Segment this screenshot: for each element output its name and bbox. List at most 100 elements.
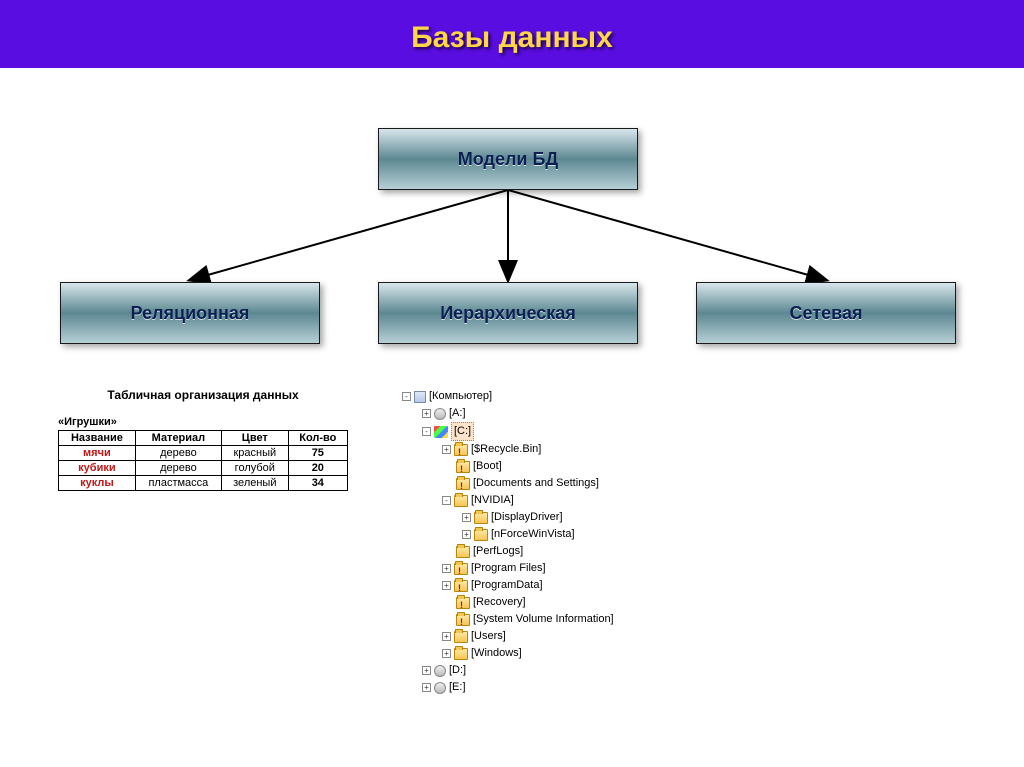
table-cell: 34 (288, 476, 347, 491)
folder-icon (474, 529, 488, 541)
tree-item: [System Volume Information] (388, 611, 688, 628)
disk-icon (434, 408, 446, 420)
alert-icon (456, 461, 470, 473)
tree-label: [Boot] (473, 458, 502, 475)
expander-icon[interactable]: + (462, 530, 471, 539)
folder-icon (474, 512, 488, 524)
tree-item: [Recovery] (388, 594, 688, 611)
table-cell: голубой (221, 461, 288, 476)
child-node-0: Реляционная (60, 282, 320, 344)
tree-label: [E:] (449, 679, 466, 696)
expander-icon[interactable]: - (442, 496, 451, 505)
table-title: Табличная организация данных (58, 388, 348, 402)
folder-icon (454, 631, 468, 643)
tree-item: + [DisplayDriver] (388, 509, 688, 526)
table-cell: дерево (135, 461, 221, 476)
alert-icon (454, 563, 468, 575)
expander-icon[interactable]: + (442, 649, 451, 658)
alert-icon (456, 478, 470, 490)
tree-label: [Компьютер] (429, 388, 492, 405)
hierarchy-diagram: Модели БД Реляционная Иерархическая Сетевая (0, 118, 1024, 418)
table-row: куклыпластмассазеленый34 (59, 476, 348, 491)
win-icon (434, 426, 448, 438)
tree-label: [Documents and Settings] (473, 475, 599, 492)
tree-label: [Recovery] (473, 594, 526, 611)
folder-icon (454, 648, 468, 660)
tree-label: [nForceWinVista] (491, 526, 575, 543)
expander-icon[interactable]: - (422, 427, 431, 436)
tree-label[interactable]: [C:] (451, 422, 474, 441)
table-row: мячидеревокрасный75 (59, 446, 348, 461)
table-header: Цвет (221, 431, 288, 446)
table-row: кубикидеревоголубой20 (59, 461, 348, 476)
child-node-1-label: Иерархическая (440, 303, 576, 324)
slide-title: Базы данных (411, 21, 613, 55)
alert-icon (456, 614, 470, 626)
tree-label: [Program Files] (471, 560, 546, 577)
tree-label: [NVIDIA] (471, 492, 514, 509)
table-cell: 20 (288, 461, 347, 476)
table-cell: зеленый (221, 476, 288, 491)
hierarchical-example: -[Компьютер]+[A:]-[C:]+[$Recycle.Bin][Bo… (388, 388, 688, 696)
tree-item: + [A:] (388, 405, 688, 422)
table-cell: мячи (59, 446, 136, 461)
tree-item: + [ProgramData] (388, 577, 688, 594)
alert-icon (454, 580, 468, 592)
tree-label: [System Volume Information] (473, 611, 614, 628)
expander-icon[interactable]: + (442, 581, 451, 590)
data-table: НазваниеМатериалЦветКол-во мячидеревокра… (58, 430, 348, 491)
tree-item: + [Users] (388, 628, 688, 645)
disk-icon (434, 682, 446, 694)
tree-item: + [Windows] (388, 645, 688, 662)
table-header: Материал (135, 431, 221, 446)
tree-label: [D:] (449, 662, 466, 679)
tree-label: [A:] (449, 405, 466, 422)
computer-icon (414, 391, 426, 403)
table-cell: кубики (59, 461, 136, 476)
tree-item: [PerfLogs] (388, 543, 688, 560)
tree-item: - [C:] (388, 422, 688, 441)
expander-icon[interactable]: + (422, 409, 431, 418)
table-cell: 75 (288, 446, 347, 461)
expander-icon[interactable]: + (442, 445, 451, 454)
tree-item: + [$Recycle.Bin] (388, 441, 688, 458)
tree-label: [$Recycle.Bin] (471, 441, 541, 458)
examples-row: Табличная организация данных «Игрушки» Н… (0, 388, 1024, 748)
tree-item: - [NVIDIA] (388, 492, 688, 509)
tree-item: + [Program Files] (388, 560, 688, 577)
folder-icon (454, 495, 468, 507)
child-node-2: Сетевая (696, 282, 956, 344)
child-node-0-label: Реляционная (131, 303, 250, 324)
expander-icon[interactable]: + (442, 564, 451, 573)
tree-label: [DisplayDriver] (491, 509, 563, 526)
alert-icon (456, 597, 470, 609)
alert-icon (454, 444, 468, 456)
tree-item: [Documents and Settings] (388, 475, 688, 492)
tree-item: [Boot] (388, 458, 688, 475)
expander-icon[interactable]: + (422, 666, 431, 675)
tree-item: + [E:] (388, 679, 688, 696)
root-node: Модели БД (378, 128, 638, 190)
tree-item: + [D:] (388, 662, 688, 679)
table-header: Название (59, 431, 136, 446)
folder-icon (456, 546, 470, 558)
tree-label: [ProgramData] (471, 577, 543, 594)
table-subtitle: «Игрушки» (58, 416, 348, 428)
table-cell: красный (221, 446, 288, 461)
tree-root: - [Компьютер] (388, 388, 688, 405)
expander-icon[interactable]: + (462, 513, 471, 522)
expander-icon[interactable]: - (402, 392, 411, 401)
child-node-1: Иерархическая (378, 282, 638, 344)
expander-icon[interactable]: + (442, 632, 451, 641)
table-header: Кол-во (288, 431, 347, 446)
expander-icon[interactable]: + (422, 683, 431, 692)
table-cell: дерево (135, 446, 221, 461)
title-bar: Базы данных (0, 0, 1024, 68)
tree-label: [Users] (471, 628, 506, 645)
root-node-label: Модели БД (458, 149, 558, 170)
tree-label: [Windows] (471, 645, 522, 662)
disk-icon (434, 665, 446, 677)
table-cell: пластмасса (135, 476, 221, 491)
table-cell: куклы (59, 476, 136, 491)
tree-label: [PerfLogs] (473, 543, 523, 560)
